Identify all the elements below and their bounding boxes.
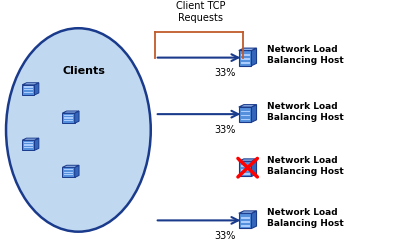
Polygon shape (238, 51, 251, 66)
Polygon shape (240, 173, 249, 174)
Polygon shape (238, 213, 251, 228)
Text: Network Load
Balancing Host: Network Load Balancing Host (267, 102, 343, 122)
Polygon shape (238, 211, 256, 213)
Polygon shape (62, 113, 75, 123)
Polygon shape (251, 48, 256, 66)
Polygon shape (240, 58, 249, 60)
Polygon shape (24, 92, 33, 93)
Polygon shape (34, 83, 39, 95)
Polygon shape (240, 217, 249, 219)
Text: Network Load
Balancing Host: Network Load Balancing Host (267, 208, 343, 228)
Polygon shape (64, 174, 73, 175)
Polygon shape (24, 89, 33, 90)
Polygon shape (240, 225, 249, 226)
Text: Clients: Clients (63, 66, 105, 76)
Polygon shape (64, 120, 73, 121)
Polygon shape (22, 140, 34, 150)
Polygon shape (24, 145, 33, 146)
Polygon shape (34, 138, 39, 150)
Polygon shape (22, 138, 39, 140)
Text: 33%: 33% (214, 125, 235, 135)
Polygon shape (240, 119, 249, 120)
Polygon shape (238, 48, 256, 51)
Text: 33%: 33% (214, 231, 235, 241)
Polygon shape (240, 221, 249, 223)
Text: Network Load
Balancing Host: Network Load Balancing Host (267, 156, 343, 176)
Polygon shape (240, 165, 249, 167)
Polygon shape (251, 105, 256, 122)
Polygon shape (22, 83, 39, 85)
Polygon shape (62, 165, 79, 167)
Polygon shape (251, 159, 256, 176)
Polygon shape (238, 105, 256, 107)
Polygon shape (24, 142, 33, 143)
Polygon shape (62, 111, 79, 113)
Polygon shape (75, 111, 79, 123)
Polygon shape (238, 159, 256, 161)
Polygon shape (64, 115, 73, 116)
Polygon shape (251, 211, 256, 228)
Text: 33%: 33% (214, 69, 235, 78)
Polygon shape (238, 161, 251, 176)
Polygon shape (240, 62, 249, 64)
Polygon shape (22, 85, 34, 95)
Polygon shape (240, 54, 249, 56)
Polygon shape (238, 107, 251, 122)
Polygon shape (240, 115, 249, 116)
Polygon shape (24, 147, 33, 148)
Ellipse shape (6, 28, 150, 232)
Polygon shape (240, 169, 249, 171)
Polygon shape (62, 167, 75, 177)
Polygon shape (64, 172, 73, 173)
Polygon shape (24, 87, 33, 88)
Polygon shape (75, 165, 79, 177)
Polygon shape (64, 117, 73, 119)
Polygon shape (64, 169, 73, 170)
Text: Client TCP
Requests: Client TCP Requests (176, 1, 225, 23)
Polygon shape (240, 111, 249, 112)
Text: Network Load
Balancing Host: Network Load Balancing Host (267, 45, 343, 65)
